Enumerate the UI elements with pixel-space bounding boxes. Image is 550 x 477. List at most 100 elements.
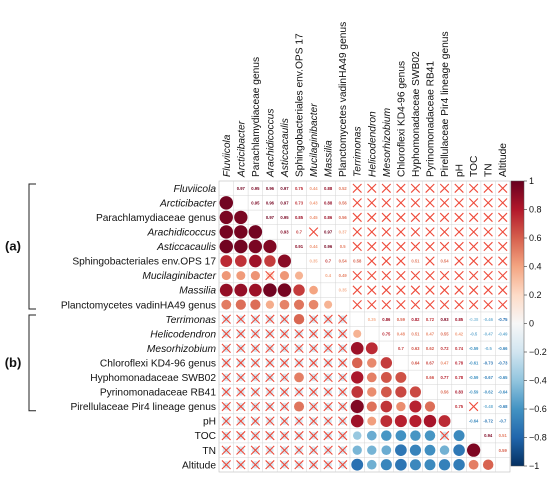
correlation-circle (294, 271, 304, 280)
nonsignificant-cross (367, 227, 377, 237)
colorbar-tick-label: −0.6 (529, 404, 547, 414)
nonsignificant-cross (498, 212, 508, 223)
nonsignificant-cross (352, 198, 362, 208)
correlation-circle (248, 239, 263, 254)
correlation-value: -0.59 (469, 390, 479, 395)
nonsignificant-cross (221, 358, 231, 368)
correlation-circle (424, 401, 436, 412)
nonsignificant-cross (468, 241, 479, 252)
nonsignificant-cross (454, 198, 464, 208)
row-label: Altitude (182, 460, 216, 471)
nonsignificant-cross (323, 372, 333, 383)
nonsignificant-cross (439, 241, 450, 252)
nonsignificant-cross (323, 430, 333, 441)
nonsignificant-cross (236, 329, 246, 339)
correlation-value: -0.5 (485, 346, 493, 351)
row-label: pH (203, 417, 216, 428)
nonsignificant-cross (308, 343, 319, 354)
nonsignificant-cross (236, 460, 246, 470)
correlation-value: 0.78 (455, 360, 464, 365)
correlation-value: 0.74 (455, 346, 464, 351)
row-label: Massilia (179, 286, 216, 297)
correlation-circle (453, 430, 465, 442)
nonsignificant-cross (308, 416, 319, 426)
nonsignificant-cross (410, 270, 421, 281)
colorbar-tick-label: 0.2 (529, 290, 542, 300)
nonsignificant-cross (483, 270, 493, 281)
nonsignificant-cross (236, 416, 246, 426)
correlation-value: -0.64 (469, 419, 479, 424)
column-label: Parachlamydiaceae genus (251, 57, 262, 177)
colorbar-tick-label: −0.8 (529, 433, 547, 443)
correlation-value: -0.48 (483, 404, 493, 409)
correlation-value: -0.65 (498, 375, 508, 380)
nonsignificant-cross (425, 227, 435, 237)
correlation-value: -0.75 (498, 317, 508, 322)
nonsignificant-cross (483, 299, 493, 310)
group-label: (b) (5, 355, 22, 370)
nonsignificant-cross (367, 241, 377, 252)
nonsignificant-cross (352, 212, 362, 223)
nonsignificant-cross (367, 198, 377, 208)
correlation-value: 0.67 (426, 360, 435, 365)
correlation-value: -0.68 (498, 404, 508, 409)
correlation-value: 0.75 (295, 186, 304, 191)
row-label: Chloroflexi KD4-96 genus (100, 358, 216, 369)
correlation-value: 0.97 (237, 186, 246, 191)
correlation-value: 0.93 (280, 230, 289, 235)
nonsignificant-cross (308, 358, 319, 368)
correlation-circle (438, 415, 451, 427)
nonsignificant-cross (367, 270, 377, 281)
nonsignificant-cross (498, 270, 508, 281)
correlation-value: 0.97 (266, 215, 275, 220)
column-label: Arachidicoccus (265, 108, 276, 178)
nonsignificant-cross (294, 430, 304, 441)
correlation-circle (351, 371, 364, 384)
nonsignificant-cross (468, 183, 479, 193)
correlation-value: 0.72 (440, 346, 449, 351)
column-label: Terrimonas (353, 126, 364, 177)
correlation-value: 0.5 (340, 244, 346, 249)
group-bracket (28, 183, 36, 310)
nonsignificant-cross (279, 460, 290, 470)
nonsignificant-cross (396, 241, 406, 252)
correlation-value: 0.4 (325, 273, 331, 278)
nonsignificant-cross (381, 270, 392, 281)
nonsignificant-cross (308, 430, 319, 441)
colorbar-tick-label: 1 (529, 176, 534, 186)
nonsignificant-cross (250, 314, 261, 324)
nonsignificant-cross (352, 285, 362, 295)
nonsignificant-cross (439, 212, 450, 223)
correlation-circle (380, 459, 392, 471)
column-label: Pyrinomonadaceae RB41 (425, 61, 436, 177)
correlation-circle (439, 445, 450, 455)
correlation-circle (221, 299, 232, 310)
correlation-circle (234, 239, 248, 254)
correlation-value: 0.7 (398, 346, 404, 351)
nonsignificant-cross (483, 212, 493, 223)
nonsignificant-cross (352, 299, 362, 310)
correlation-value: 0.95 (280, 215, 289, 220)
correlation-circle (234, 210, 248, 225)
row-label: Helicodendron (150, 329, 216, 340)
correlation-circle (367, 416, 377, 426)
correlation-circle (380, 400, 393, 413)
correlation-circle (234, 225, 248, 239)
nonsignificant-cross (250, 416, 261, 426)
nonsignificant-cross (294, 445, 304, 455)
nonsignificant-cross (250, 445, 261, 455)
nonsignificant-cross (381, 227, 392, 237)
row-label: Mucilaginibacter (142, 271, 216, 282)
correlation-circle (366, 430, 377, 441)
correlation-circle (380, 357, 393, 369)
correlation-circle (380, 386, 392, 398)
matrix-cells: 0.97 0.95 0.96 0.97 0.75 0.44 0.88 0.52 0.95 0.96… (219, 183, 508, 471)
correlation-circle (293, 314, 305, 325)
nonsignificant-cross (308, 445, 319, 455)
colorbar-tick-label: 0.4 (529, 262, 542, 272)
correlation-circle (265, 300, 275, 309)
nonsignificant-cross (279, 343, 290, 354)
nonsignificant-cross (265, 401, 275, 412)
group-brackets: (a) (b) (5, 183, 36, 412)
